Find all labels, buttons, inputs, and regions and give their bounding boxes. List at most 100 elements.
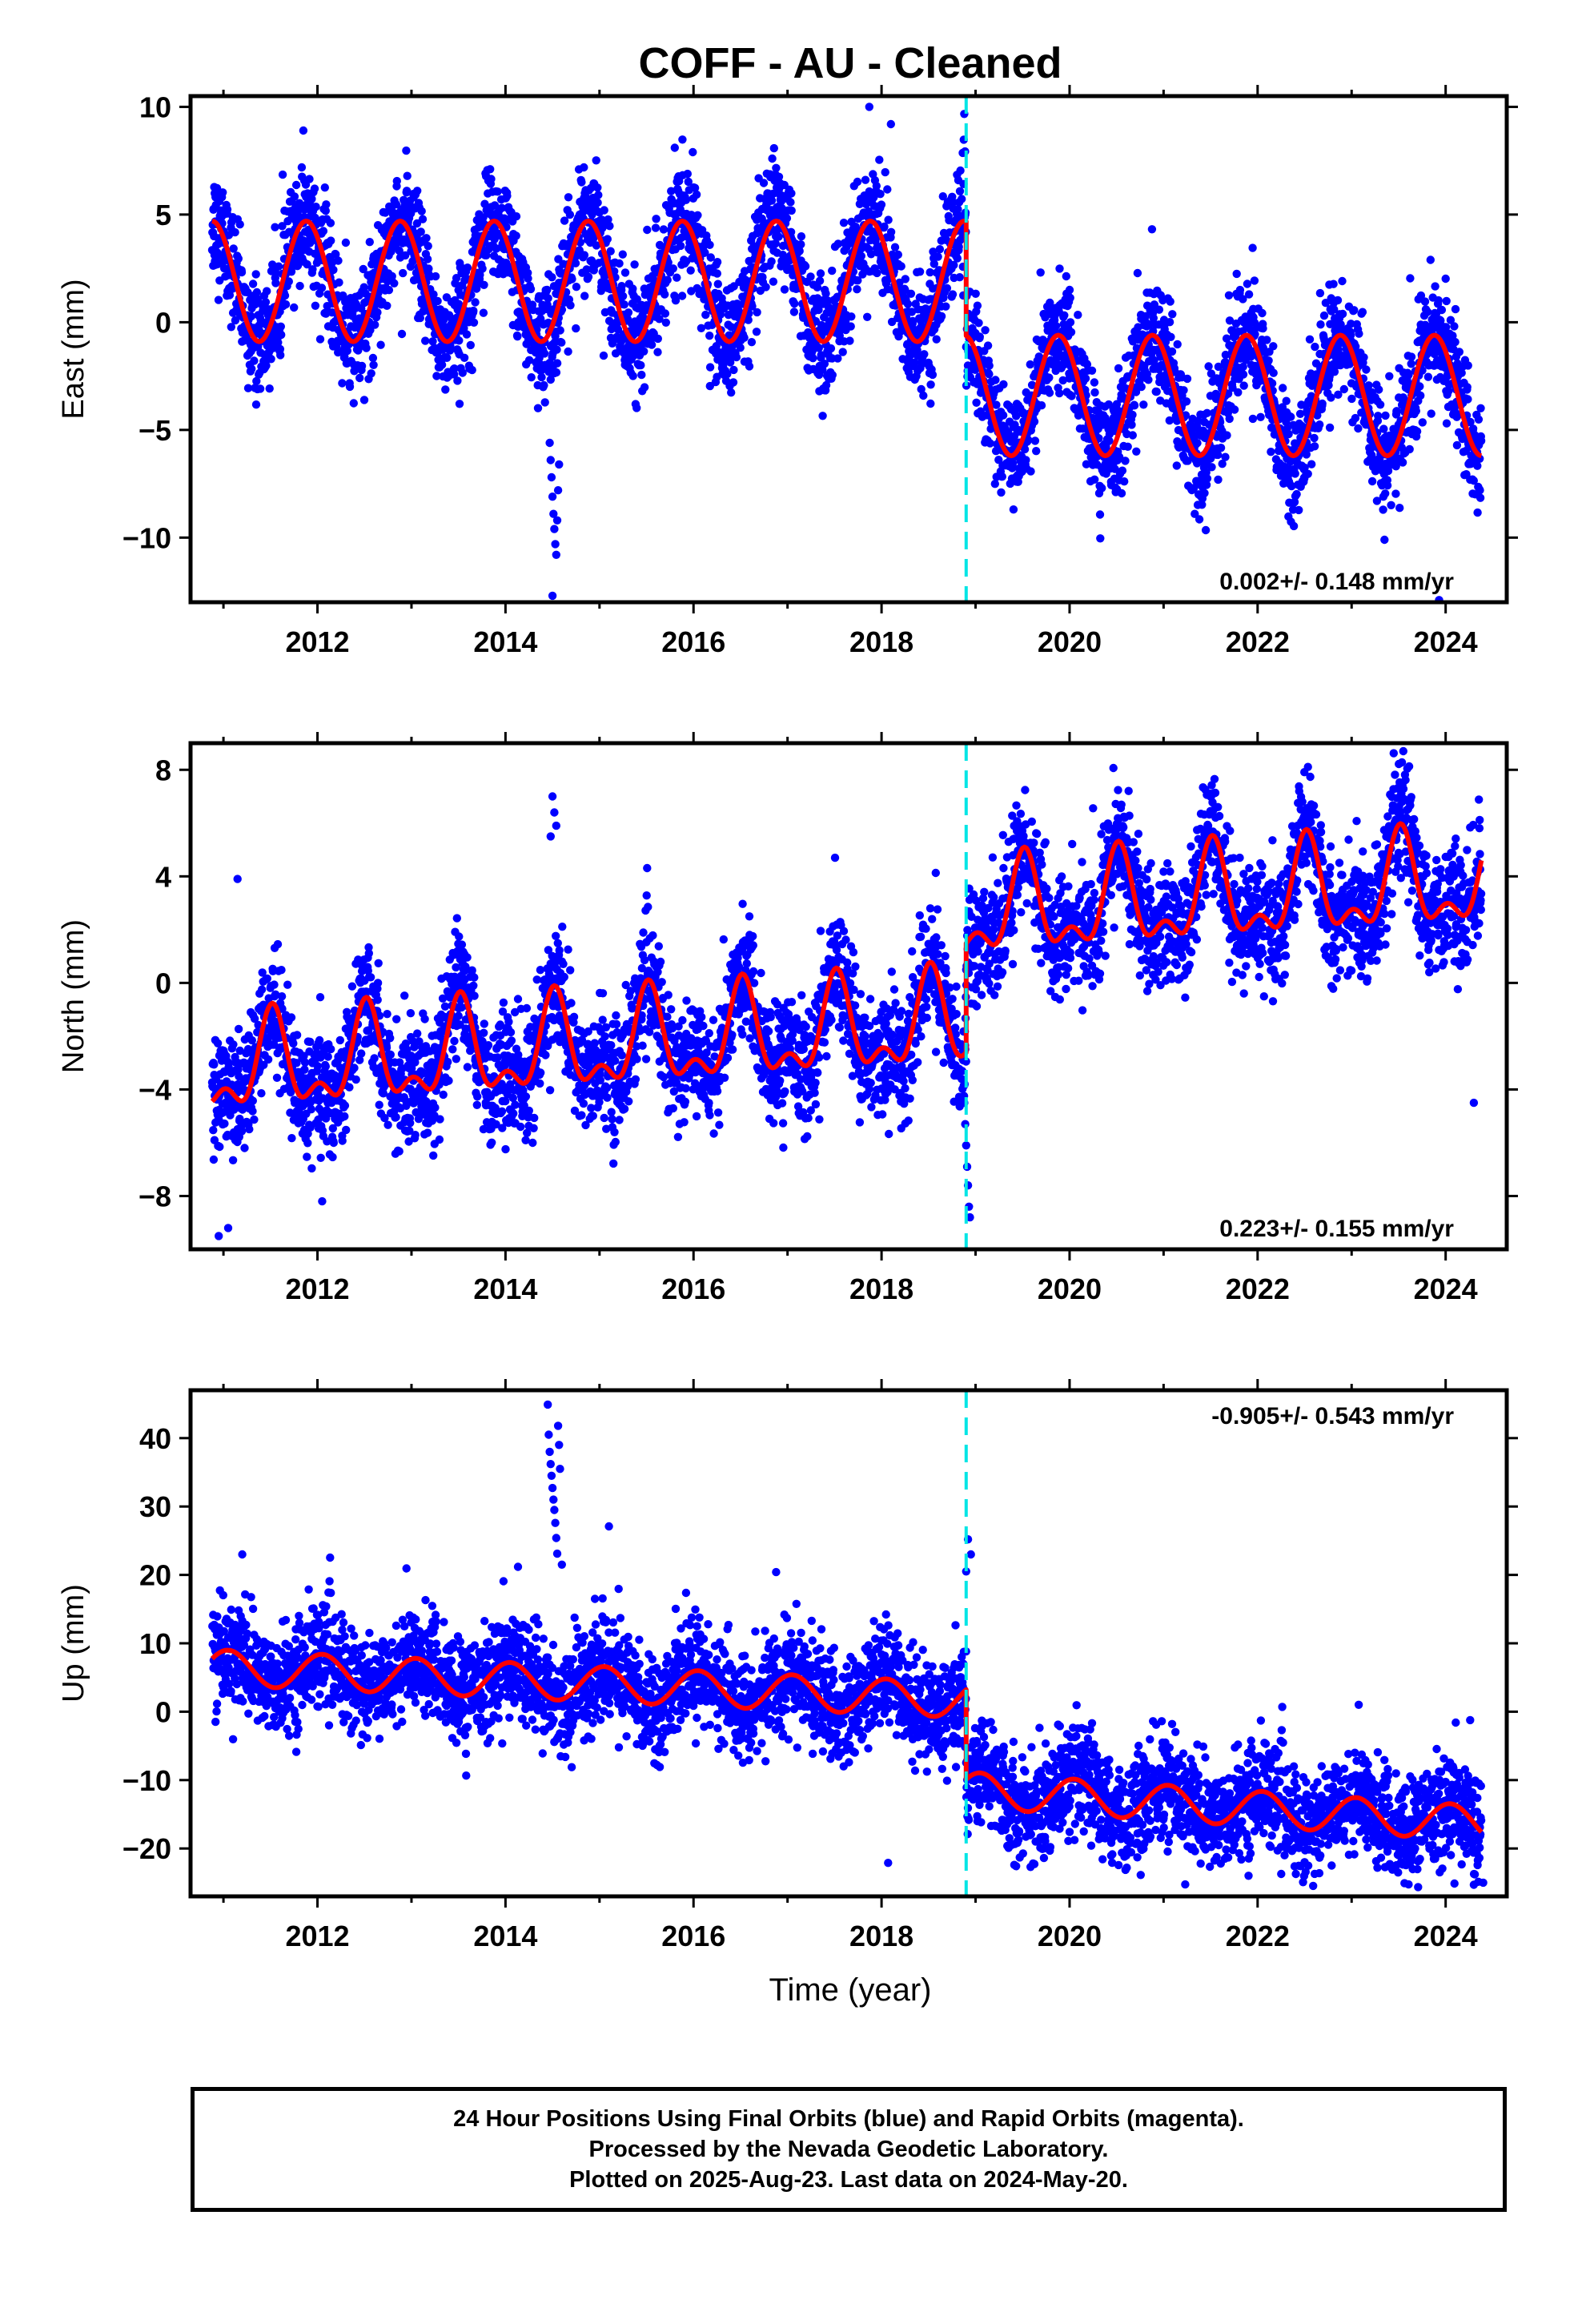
data-point (235, 1072, 243, 1081)
data-point (617, 282, 626, 291)
data-point (801, 262, 810, 271)
data-point (753, 308, 761, 317)
outlier-point (552, 550, 560, 559)
data-point (1350, 306, 1359, 315)
data-point (1282, 396, 1291, 405)
data-point (744, 316, 753, 324)
data-point (251, 270, 260, 279)
data-point (990, 480, 1000, 489)
data-point (1405, 444, 1414, 454)
scatter-points-east (207, 103, 1486, 602)
data-point (676, 241, 685, 251)
data-point (828, 266, 837, 275)
data-point (981, 326, 990, 335)
data-point (392, 176, 401, 186)
data-point (1448, 332, 1457, 340)
y-tick-label: −5 (139, 414, 171, 447)
data-point (886, 227, 896, 236)
data-point (1267, 448, 1275, 456)
x-tick-label: 2016 (661, 625, 725, 658)
data-point (1292, 489, 1301, 499)
data-point (769, 143, 778, 153)
data-point (1182, 374, 1192, 384)
data-point (817, 351, 825, 360)
data-point (809, 354, 817, 363)
data-point (937, 312, 946, 321)
data-point (300, 1058, 310, 1067)
data-point (487, 175, 496, 183)
panel-east: 2012 2014 2016 2018 2020 2022 2024−10−50510Eas… (57, 85, 1518, 658)
data-point (771, 239, 780, 248)
data-point (471, 298, 480, 307)
data-point (600, 206, 608, 215)
data-point (512, 212, 521, 221)
data-point (265, 384, 274, 393)
model-fit-line-east (211, 219, 1483, 459)
data-point (1074, 311, 1082, 320)
data-point (1009, 463, 1018, 472)
data-point (334, 256, 343, 265)
data-point (1165, 416, 1174, 425)
data-point (247, 1035, 256, 1045)
data-point (949, 198, 958, 207)
data-point (1147, 225, 1157, 234)
data-point (466, 340, 475, 350)
data-point (857, 251, 866, 260)
data-point (338, 379, 347, 388)
data-point (813, 283, 822, 292)
data-point (1066, 293, 1074, 303)
data-point (928, 370, 938, 380)
data-point (560, 216, 569, 225)
data-point (1166, 297, 1174, 306)
data-point (303, 1152, 311, 1161)
data-point (1036, 268, 1045, 277)
data-point (1202, 480, 1211, 489)
y-tick-label: −10 (122, 521, 171, 554)
data-point (283, 980, 292, 989)
data-point (277, 992, 287, 1001)
data-point (1359, 353, 1368, 362)
data-point (1431, 282, 1439, 291)
data-point (1127, 420, 1136, 429)
data-point (1339, 384, 1349, 394)
data-point (403, 171, 412, 180)
data-point (759, 179, 769, 187)
data-point (748, 302, 757, 311)
data-point (552, 345, 561, 354)
data-point (423, 255, 432, 263)
data-point (566, 301, 575, 310)
data-point (319, 227, 328, 235)
data-point (564, 193, 573, 202)
data-point (252, 287, 262, 297)
data-point (315, 993, 325, 1002)
data-point (1239, 370, 1248, 379)
data-point (209, 1155, 219, 1164)
data-point (835, 332, 845, 340)
data-point (1066, 318, 1075, 327)
data-point (1055, 264, 1064, 273)
data-point (571, 259, 580, 267)
data-point (1269, 368, 1278, 377)
data-point (1310, 433, 1319, 443)
data-point (1319, 311, 1329, 320)
data-point (1161, 337, 1170, 347)
data-point (1407, 352, 1416, 361)
data-point (1351, 413, 1360, 423)
data-point (853, 177, 862, 187)
data-point (971, 289, 980, 298)
data-point (985, 370, 994, 379)
data-point (1474, 415, 1484, 424)
data-point (797, 232, 806, 241)
data-point (1191, 432, 1199, 440)
outlier-point (549, 509, 558, 518)
data-point (455, 336, 464, 345)
data-point (826, 344, 836, 353)
outlier-point (551, 540, 560, 549)
data-point (1137, 382, 1146, 392)
data-point (917, 384, 926, 394)
data-point (1476, 493, 1485, 502)
data-point (1302, 450, 1311, 459)
data-point (653, 348, 662, 356)
data-point (640, 347, 648, 356)
data-point (593, 198, 602, 207)
